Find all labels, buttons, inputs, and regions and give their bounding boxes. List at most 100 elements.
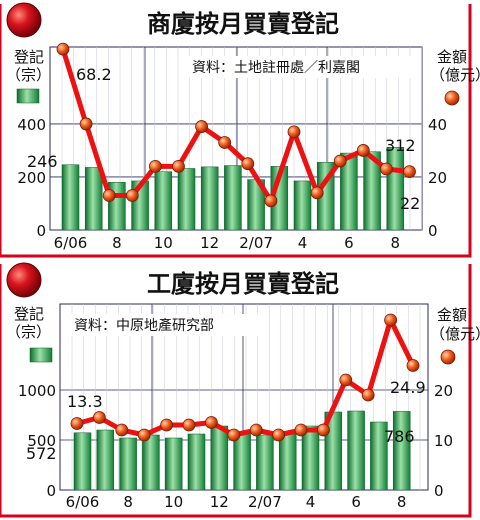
line-point <box>172 159 185 173</box>
x-tick-label: 4 <box>306 493 316 511</box>
bar <box>278 433 297 491</box>
line-point <box>137 428 151 442</box>
bar <box>293 180 312 231</box>
bar <box>224 165 242 231</box>
bar <box>200 166 219 231</box>
line-point <box>379 162 393 176</box>
panel-1-line-legend-marker <box>444 90 460 106</box>
x-tick-label: 8 <box>397 493 407 511</box>
panel-1-source-box <box>188 56 420 78</box>
line-point <box>333 154 347 168</box>
panel-1-annotation-line-last: 22 <box>400 194 420 213</box>
panel-2-title: 工廈按月買賣登記 <box>147 270 339 298</box>
panel-1-line-series <box>56 42 416 208</box>
line-point <box>339 373 353 387</box>
bar <box>340 152 358 231</box>
x-tick-label: 6 <box>344 234 354 252</box>
bar <box>210 425 229 491</box>
series-line <box>76 317 416 438</box>
panel-1-source: 資料：土地註冊處／利嘉閣 <box>192 60 360 76</box>
panel-1-x-axis: 6/06 8 10 12 2/07 4 6 8 <box>54 234 400 252</box>
x-tick-label: 6/06 <box>66 493 100 511</box>
panel-2-annotation-bars-last: 786 <box>384 427 415 446</box>
line-point <box>218 136 232 149</box>
panel-1-bars <box>61 147 405 231</box>
line-point <box>310 186 324 200</box>
x-tick-label: 8 <box>123 493 133 511</box>
panel-1-left-label-2: （宗） <box>6 66 51 84</box>
bar <box>96 429 115 491</box>
chart-panel-1: 商廈按月買賣登記 登記 （宗） 金額 （億元） 0 200 400 0 20 40 6/… <box>0 2 480 258</box>
x-tick-label: 8 <box>112 234 122 252</box>
line-point <box>294 423 308 437</box>
bar <box>256 434 274 491</box>
panel-2-left-label-2: （宗） <box>6 323 51 341</box>
panel-2-line-series <box>70 313 420 442</box>
line-point <box>160 418 174 432</box>
x-tick-label: 10 <box>154 234 173 252</box>
panel-2-bars <box>73 410 411 491</box>
line-point <box>204 416 218 429</box>
series-line <box>60 48 410 204</box>
right-tick-label: 40 <box>428 116 447 134</box>
line-point <box>148 159 162 173</box>
x-tick-label: 8 <box>391 234 401 252</box>
line-point <box>79 117 93 131</box>
left-tick-label: 0 <box>36 222 46 240</box>
line-point <box>249 423 263 437</box>
bar <box>392 411 411 491</box>
line-point <box>361 388 375 402</box>
panel-2-title-ball-icon <box>6 262 42 298</box>
right-tick-label: 0 <box>428 222 438 240</box>
bar <box>301 425 320 491</box>
line-point <box>93 411 106 424</box>
bar <box>73 432 92 491</box>
left-tick-label: 200 <box>17 169 46 187</box>
panel-1-frame <box>0 4 472 258</box>
panel-1-left-label-1: 登記 <box>14 48 44 66</box>
panel-1-right-label-1: 金額 <box>437 48 467 66</box>
chart-panel-2: 工廈按月買賣登記 登記 （宗） 金額 （億元） 0 500 1000 0 10 20 6… <box>0 262 480 518</box>
bar <box>84 167 103 231</box>
line-point <box>356 144 370 157</box>
panel-1-bar-legend-swatch <box>16 88 40 104</box>
left-tick-label: 400 <box>17 116 46 134</box>
bar <box>154 171 173 231</box>
panel-2-source-box <box>70 314 268 336</box>
bar <box>164 437 183 491</box>
line-point <box>125 189 139 202</box>
right-tick-label: 20 <box>428 169 447 187</box>
panel-2-right-label-1: 金額 <box>437 306 467 324</box>
line-point <box>102 189 116 202</box>
bar <box>61 164 80 231</box>
line-point <box>384 313 398 327</box>
panel-2-bar-legend-swatch <box>29 347 53 363</box>
line-point <box>70 417 84 430</box>
right-tick-label: 20 <box>434 382 453 400</box>
panel-2-right-axis: 0 10 20 <box>434 382 453 500</box>
panel-2-left-axis: 0 500 1000 <box>18 382 56 500</box>
x-tick-label: 6/06 <box>54 234 88 252</box>
panel-1-title: 商廈按月買賣登記 <box>147 10 339 38</box>
bar <box>370 421 388 491</box>
x-tick-label: 4 <box>298 234 308 252</box>
x-tick-label: 6 <box>351 493 361 511</box>
line-point <box>227 428 241 442</box>
x-tick-label: 12 <box>200 234 219 252</box>
line-point <box>403 165 416 179</box>
bar <box>187 433 206 491</box>
line-point <box>241 157 255 171</box>
line-point <box>264 194 278 208</box>
line-point <box>287 125 301 139</box>
panel-1-annotation-bars-last: 312 <box>385 136 416 155</box>
line-point <box>406 359 420 372</box>
panel-2-annotation-bars-first: 572 <box>26 444 57 463</box>
panel-1-annotation-line-first: 68.2 <box>76 65 112 84</box>
left-tick-label: 0 <box>46 482 56 500</box>
bar <box>347 410 365 491</box>
panel-2-line-legend-marker <box>440 349 456 365</box>
line-point <box>272 428 286 442</box>
bar <box>233 433 251 491</box>
panel-2-left-label-1: 登記 <box>14 305 44 323</box>
